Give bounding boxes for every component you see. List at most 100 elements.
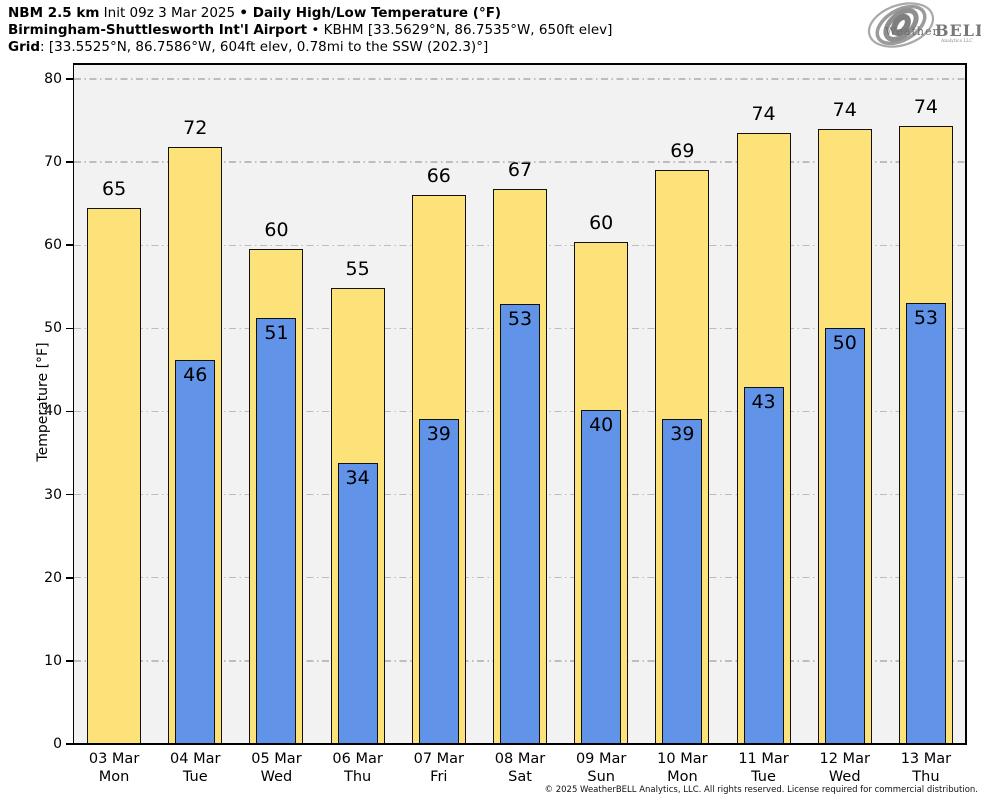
high-value-label: 72 bbox=[183, 117, 208, 140]
ytick-label-30: 30 bbox=[44, 486, 62, 503]
xtick-date: 07 Mar bbox=[413, 751, 465, 767]
xtick-date: 13 Mar bbox=[900, 751, 952, 767]
copyright-text: © 2025 WeatherBELL Analytics, LLC. All r… bbox=[544, 785, 978, 795]
ytick-mark-30 bbox=[66, 493, 73, 496]
ytick-mark-20 bbox=[66, 576, 73, 579]
ytick-label-80: 80 bbox=[44, 70, 62, 87]
xtick-label-04-Mar: 04 Mar Tue bbox=[150, 750, 240, 786]
xtick-label-06-Mar: 06 Mar Thu bbox=[313, 750, 403, 786]
xtick-date: 06 Mar bbox=[332, 751, 383, 767]
xtick-weekday: Tue bbox=[182, 769, 208, 785]
low-bar-04-Mar bbox=[175, 359, 216, 744]
ytick-label-50: 50 bbox=[44, 320, 62, 337]
hurricane-swirl-icon bbox=[867, 2, 935, 48]
xtick-date: 11 Mar bbox=[738, 751, 789, 767]
xtick-date: 04 Mar bbox=[170, 751, 221, 767]
xtick-date: 10 Mar bbox=[657, 751, 708, 767]
low-value-label: 34 bbox=[345, 467, 370, 490]
low-value-label: 53 bbox=[913, 307, 938, 330]
ytick-label-70: 70 bbox=[44, 154, 62, 171]
high-value-label: 60 bbox=[264, 218, 289, 241]
low-bar-05-Mar bbox=[256, 318, 297, 744]
xtick-label-08-Mar: 08 Mar Sat bbox=[475, 750, 565, 786]
xtick-weekday: Fri bbox=[430, 769, 448, 785]
high-value-label: 74 bbox=[913, 96, 938, 119]
low-bar-09-Mar bbox=[581, 409, 622, 744]
ytick-label-20: 20 bbox=[44, 569, 62, 586]
ytick-mark-40 bbox=[66, 410, 73, 413]
low-bar-11-Mar bbox=[743, 387, 784, 744]
xtick-label-05-Mar: 05 Mar Wed bbox=[231, 750, 321, 786]
title-segment: Birmingham-Shuttlesworth Int'l Airport bbox=[8, 22, 308, 38]
low-value-label: 40 bbox=[589, 413, 614, 436]
ytick-mark-80 bbox=[66, 78, 73, 80]
low-value-label: 46 bbox=[183, 363, 208, 386]
xtick-weekday: Thu bbox=[344, 769, 372, 785]
title-segment: NBM 2.5 km bbox=[8, 5, 100, 21]
title-segment: Init 09z 3 Mar 2025 bbox=[99, 5, 240, 21]
high-value-label: 74 bbox=[832, 98, 857, 121]
chart-title-line1: NBM 2.5 km Init 09z 3 Mar 2025 • Daily H… bbox=[8, 5, 612, 22]
ytick-mark-0 bbox=[66, 743, 73, 745]
high-value-label: 55 bbox=[345, 257, 370, 280]
xtick-label-03-Mar: 03 Mar Mon bbox=[69, 750, 159, 786]
title-segment: • KBHM [33.5629°N, 86.7535°W, 650ft elev… bbox=[307, 22, 613, 38]
xtick-weekday: Sat bbox=[508, 769, 532, 785]
xtick-date: 08 Mar bbox=[494, 751, 546, 767]
gridline-80 bbox=[74, 78, 966, 80]
xtick-label-09-Mar: 09 Mar Sun bbox=[556, 750, 646, 786]
ytick-mark-70 bbox=[66, 161, 73, 163]
chart-header: NBM 2.5 km Init 09z 3 Mar 2025 • Daily H… bbox=[8, 5, 612, 56]
ytick-label-40: 40 bbox=[44, 403, 62, 420]
low-value-label: 51 bbox=[264, 322, 289, 345]
xtick-label-12-Mar: 12 Mar Wed bbox=[800, 750, 890, 786]
ytick-label-60: 60 bbox=[44, 237, 62, 254]
xtick-label-11-Mar: 11 Mar Tue bbox=[719, 750, 809, 786]
low-value-label: 39 bbox=[670, 422, 695, 445]
xtick-weekday: Sun bbox=[587, 769, 615, 785]
high-value-label: 65 bbox=[101, 177, 127, 200]
xtick-label-07-Mar: 07 Mar Fri bbox=[394, 750, 484, 786]
axis-spine-bottom bbox=[71, 743, 967, 745]
y-axis-title: Temperature [°F] bbox=[35, 342, 51, 462]
high-value-label: 74 bbox=[751, 102, 776, 125]
axis-spine-right bbox=[965, 63, 967, 745]
xtick-weekday: Mon bbox=[667, 769, 698, 785]
ytick-mark-50 bbox=[66, 327, 73, 330]
low-bar-12-Mar bbox=[824, 327, 865, 744]
low-value-label: 43 bbox=[751, 391, 776, 414]
logo-subtext: Analytics LLC bbox=[940, 38, 973, 44]
gridline-70 bbox=[74, 161, 966, 163]
xtick-label-13-Mar: 13 Mar Thu bbox=[881, 750, 971, 786]
ytick-mark-10 bbox=[66, 660, 73, 662]
axis-spine-top bbox=[72, 63, 967, 65]
xtick-date: 12 Mar bbox=[819, 751, 870, 767]
high-bar-03-Mar bbox=[87, 207, 142, 744]
xtick-date: 03 Mar bbox=[88, 751, 140, 767]
xtick-label-10-Mar: 10 Mar Mon bbox=[637, 750, 727, 786]
ytick-label-0: 0 bbox=[53, 736, 62, 752]
low-bar-08-Mar bbox=[500, 304, 540, 744]
xtick-weekday: Wed bbox=[828, 769, 861, 785]
xtick-date: 05 Mar bbox=[251, 751, 302, 767]
weatherbell-logo: Weather BELL Analytics LLC bbox=[867, 2, 981, 48]
high-value-label: 66 bbox=[426, 165, 451, 188]
low-bar-10-Mar bbox=[662, 418, 703, 744]
ytick-mark-60 bbox=[66, 244, 73, 247]
xtick-weekday: Tue bbox=[751, 769, 776, 785]
low-value-label: 53 bbox=[507, 308, 533, 331]
xtick-weekday: Thu bbox=[912, 769, 940, 785]
ytick-label-10: 10 bbox=[44, 652, 62, 669]
xtick-weekday: Wed bbox=[260, 769, 293, 785]
logo-word-bell: BELL bbox=[935, 21, 981, 40]
logo-word-weather: Weather bbox=[885, 25, 939, 38]
low-value-label: 39 bbox=[426, 422, 451, 445]
high-value-label: 67 bbox=[507, 158, 533, 181]
xtick-weekday: Mon bbox=[98, 769, 130, 785]
title-segment: : [33.5525°N, 86.7586°W, 604ft elev, 0.7… bbox=[40, 39, 489, 55]
chart-title-line2: Birmingham-Shuttlesworth Int'l Airport •… bbox=[8, 22, 612, 39]
title-segment: • Daily High/Low Temperature (°F) bbox=[239, 5, 502, 21]
low-bar-13-Mar bbox=[905, 303, 946, 744]
high-value-label: 60 bbox=[589, 211, 614, 234]
